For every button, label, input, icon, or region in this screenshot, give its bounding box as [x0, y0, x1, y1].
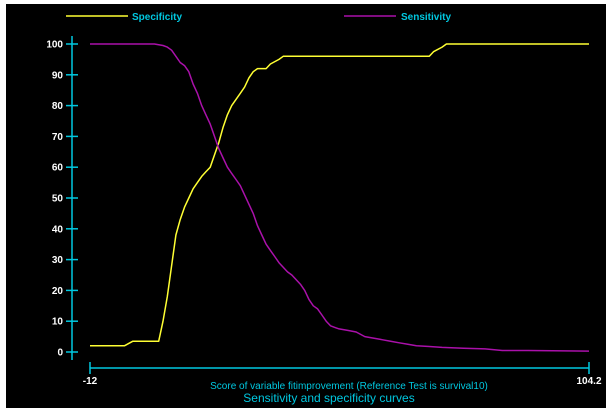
y-tick-label: 40 [52, 224, 64, 235]
legend-label-specificity: Specificity [132, 12, 182, 23]
legend-label-sensitivity: Sensitivity [401, 12, 451, 23]
axes: 0 10 20 30 40 50 60 70 80 90 100 -12 104.2 [46, 36, 602, 387]
y-tick-label: 50 [52, 194, 64, 205]
y-tick-label: 30 [52, 255, 64, 266]
y-tick-label: 60 [52, 163, 64, 174]
series-line-sensitivity [90, 43, 590, 352]
legend: Specificity Sensitivity [66, 12, 451, 23]
chart-background [6, 4, 606, 408]
x-axis-title: Score of variable fitimprovement (Refere… [210, 381, 488, 392]
x-tick-label: 104.2 [576, 376, 601, 387]
y-tick-label: 70 [52, 132, 64, 143]
y-tick-label: 80 [52, 101, 64, 112]
series-group [90, 43, 590, 352]
series-line-specificity [90, 43, 589, 347]
chart-title: Sensitivity and specificity curves [243, 391, 414, 405]
y-tick-label: 0 [57, 348, 63, 359]
y-tick-label: 10 [52, 317, 64, 328]
y-tick-label: 90 [52, 70, 64, 81]
y-tick-label: 20 [52, 286, 64, 297]
y-tick-label: 100 [46, 40, 63, 51]
x-tick-label: -12 [83, 376, 98, 387]
